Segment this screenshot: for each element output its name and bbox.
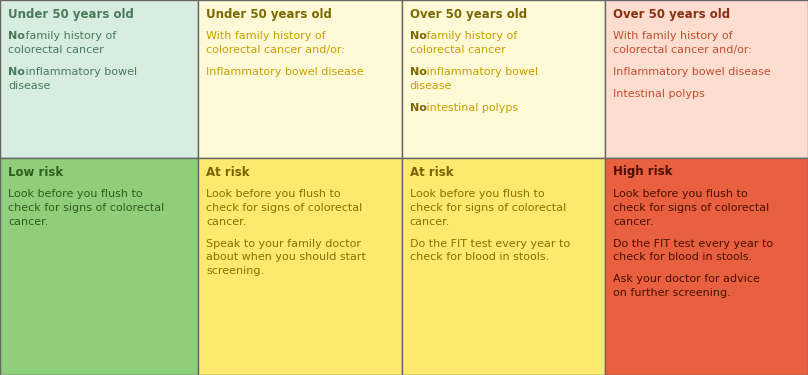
Text: colorectal cancer and/or:: colorectal cancer and/or: [206,45,345,55]
Bar [198,0,402,158]
Text: family history of: family history of [22,32,116,41]
Text: With family history of: With family history of [613,32,733,41]
Text: Intestinal polyps: Intestinal polyps [613,89,705,99]
Text: check for signs of colorectal: check for signs of colorectal [206,203,362,213]
Text: Under 50 years old: Under 50 years old [206,8,332,21]
Text: intestinal polyps: intestinal polyps [423,103,519,113]
Bar [605,0,808,158]
Text: check for signs of colorectal: check for signs of colorectal [8,203,164,213]
Text: cancer.: cancer. [613,217,654,226]
Text: No: No [8,67,25,77]
Text: family history of: family history of [423,32,518,41]
Text: At risk: At risk [206,165,250,178]
Bar [0,158,198,375]
Text: Speak to your family doctor: Speak to your family doctor [206,238,361,249]
Text: screening.: screening. [206,266,264,276]
Text: about when you should start: about when you should start [206,252,366,262]
Text: Over 50 years old: Over 50 years old [410,8,527,21]
Text: Inflammatory bowel disease: Inflammatory bowel disease [613,67,771,77]
Text: No: No [8,32,25,41]
Text: Inflammatory bowel disease: Inflammatory bowel disease [206,67,364,77]
Text: inflammatory bowel: inflammatory bowel [22,67,137,77]
Text: disease: disease [410,81,452,91]
Text: inflammatory bowel: inflammatory bowel [423,67,538,77]
Text: check for signs of colorectal: check for signs of colorectal [613,203,769,213]
Text: With family history of: With family history of [206,32,326,41]
Text: Do the FIT test every year to: Do the FIT test every year to [613,238,773,249]
Text: Under 50 years old: Under 50 years old [8,8,134,21]
Text: on further screening.: on further screening. [613,288,731,298]
Text: cancer.: cancer. [206,217,246,226]
Text: cancer.: cancer. [410,217,450,226]
Text: No: No [410,67,427,77]
Text: colorectal cancer: colorectal cancer [410,45,505,55]
Text: Look before you flush to: Look before you flush to [8,189,143,199]
Text: cancer.: cancer. [8,217,48,226]
Bar [402,158,605,375]
Bar [402,0,605,158]
Text: Do the FIT test every year to: Do the FIT test every year to [410,238,570,249]
Text: check for blood in stools.: check for blood in stools. [613,252,752,262]
Text: check for blood in stools.: check for blood in stools. [410,252,549,262]
Text: Over 50 years old: Over 50 years old [613,8,730,21]
Text: Look before you flush to: Look before you flush to [410,189,545,199]
Text: colorectal cancer: colorectal cancer [8,45,103,55]
Text: No: No [410,103,427,113]
Text: Low risk: Low risk [8,165,63,178]
Text: Ask your doctor for advice: Ask your doctor for advice [613,274,760,284]
Text: At risk: At risk [410,165,453,178]
Text: disease: disease [8,81,50,91]
Text: check for signs of colorectal: check for signs of colorectal [410,203,566,213]
Text: Look before you flush to: Look before you flush to [206,189,341,199]
Bar [605,158,808,375]
Text: colorectal cancer and/or:: colorectal cancer and/or: [613,45,752,55]
Bar [198,158,402,375]
Text: High risk: High risk [613,165,672,178]
Bar [0,0,198,158]
Text: No: No [410,32,427,41]
Text: Look before you flush to: Look before you flush to [613,189,748,199]
